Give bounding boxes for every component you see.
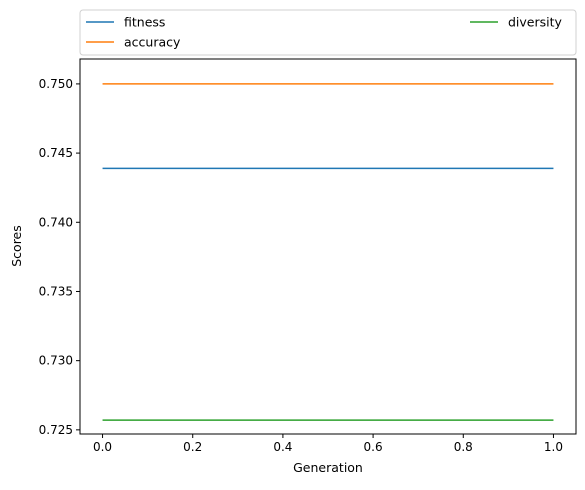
y-tick-label: 0.730 xyxy=(39,354,73,368)
y-axis-label: Scores xyxy=(9,225,24,267)
legend: fitness accuracy diversity xyxy=(80,10,576,55)
y-tick-label: 0.725 xyxy=(39,423,73,437)
legend-label-diversity: diversity xyxy=(508,15,563,30)
x-axis: 0.0 0.2 0.4 0.6 0.8 1.0 xyxy=(93,434,563,454)
x-tick-label: 0.2 xyxy=(183,440,202,454)
y-tick-label: 0.750 xyxy=(39,77,73,91)
x-tick-label: 1.0 xyxy=(544,440,563,454)
y-tick-label: 0.740 xyxy=(39,215,73,229)
x-tick-label: 0.8 xyxy=(454,440,473,454)
x-tick-label: 0.4 xyxy=(273,440,292,454)
y-tick-label: 0.745 xyxy=(39,146,73,160)
x-tick-label: 0.6 xyxy=(364,440,383,454)
plot-area xyxy=(80,59,576,434)
x-axis-label: Generation xyxy=(293,460,363,475)
y-axis: 0.725 0.730 0.735 0.740 0.745 0.750 xyxy=(39,77,80,437)
x-tick-label: 0.0 xyxy=(93,440,112,454)
legend-label-fitness: fitness xyxy=(124,15,165,30)
y-tick-label: 0.735 xyxy=(39,284,73,298)
legend-label-accuracy: accuracy xyxy=(124,35,181,50)
